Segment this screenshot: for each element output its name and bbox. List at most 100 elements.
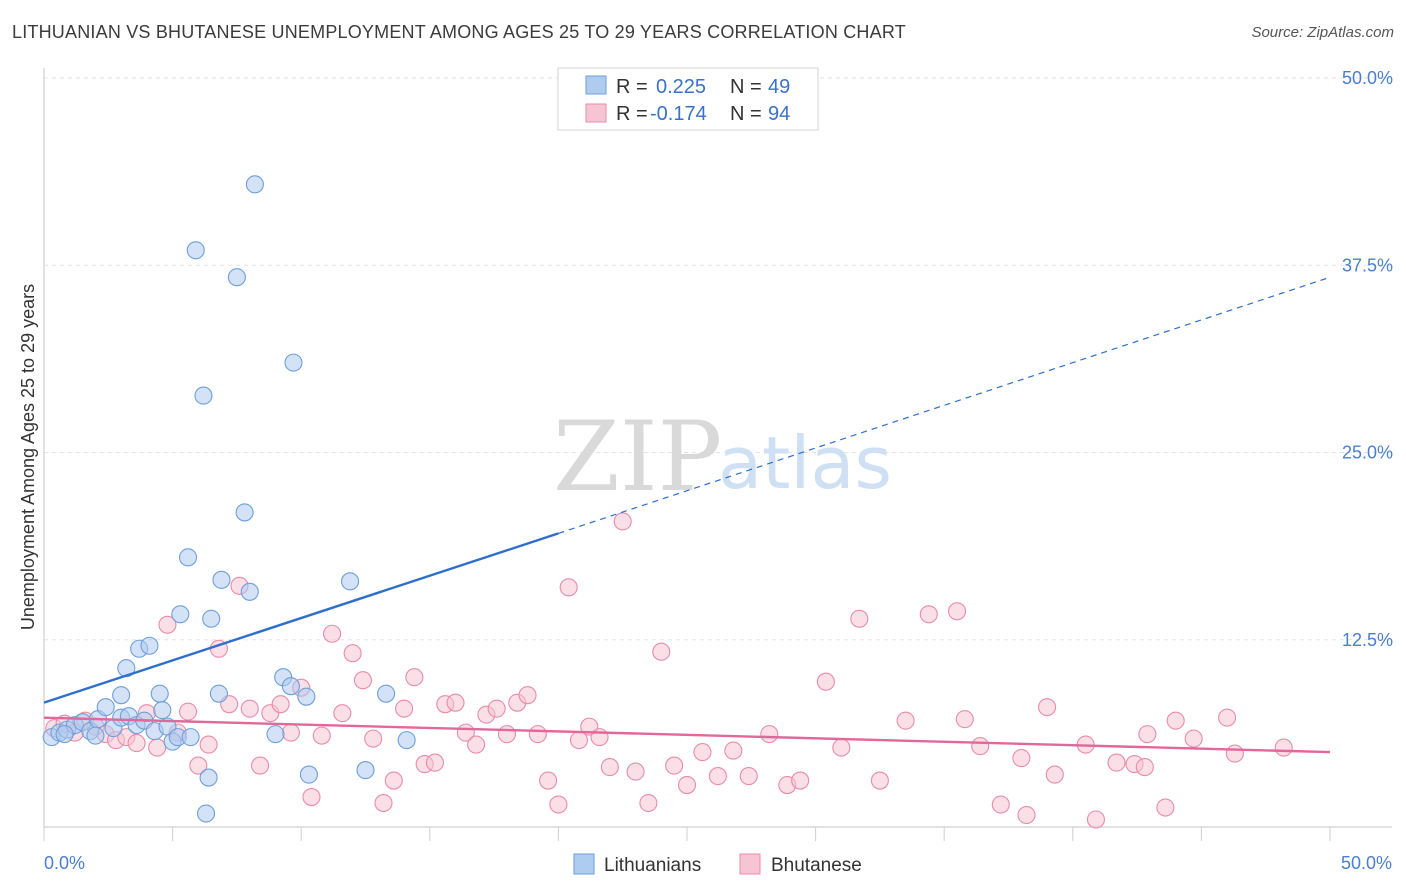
point-bhutanese-63: [724, 741, 743, 760]
watermark-zip: ZIP: [553, 401, 722, 513]
point-bhutanese-43: [487, 699, 506, 718]
point-bhutanese-49: [549, 795, 568, 814]
point-bhutanese-91: [1218, 708, 1237, 727]
point-bhutanese-35: [405, 668, 424, 687]
legend-r-label-2: R =: [616, 103, 648, 125]
point-bhutanese-64: [739, 767, 758, 786]
legend-r-value-2: -0.174: [650, 103, 707, 125]
x-tick-label-1: 50.0%: [1341, 853, 1392, 873]
point-bhutanese-53: [590, 728, 609, 747]
point-bhutanese-60: [677, 776, 697, 795]
legend-n-value-2: 94: [768, 103, 790, 125]
point-bhutanese-74: [948, 602, 967, 621]
watermark: ZIP atlas: [553, 401, 892, 513]
x-tick-label-0: 0.0%: [44, 853, 85, 873]
point-lithuanians-33: [235, 503, 254, 522]
legend-n-label-2: N =: [730, 103, 762, 125]
point-bhutanese-37: [425, 753, 444, 772]
point-bhutanese-79: [1017, 805, 1036, 825]
trend-line-lithuanians: [43, 532, 559, 704]
chart-title: LITHUANIAN VS BHUTANESE UNEMPLOYMENT AMO…: [12, 22, 906, 42]
point-lithuanians-36: [266, 725, 285, 744]
point-bhutanese-27: [323, 624, 342, 643]
point-lithuanians-46: [196, 804, 216, 823]
trend-line-lithuanians-extrapolated: [558, 276, 1331, 534]
point-bhutanese-22: [271, 695, 290, 714]
point-bhutanese-92: [1225, 744, 1244, 763]
point-lithuanians-32: [227, 268, 246, 287]
point-bhutanese-88: [1156, 798, 1175, 817]
point-bhutanese-32: [374, 793, 393, 813]
point-lithuanians-27: [194, 386, 213, 405]
point-lithuanians-24: [178, 548, 198, 567]
point-lithuanians-31: [212, 570, 231, 589]
bottom-legend-swatch-lithuanians: [573, 853, 595, 875]
point-bhutanese-26: [312, 726, 331, 745]
point-bhutanese-47: [528, 725, 547, 744]
trend-lines: [43, 276, 1331, 754]
point-bhutanese-61: [693, 743, 712, 762]
point-bhutanese-48: [539, 771, 558, 790]
point-bhutanese-75: [955, 710, 974, 729]
point-lithuanians-48: [55, 725, 74, 744]
correlation-legend: R = 0.225 N = 49 R = -0.174 N = 94: [557, 67, 819, 131]
point-lithuanians-40: [297, 687, 316, 706]
point-bhutanese-25: [302, 787, 321, 807]
point-bhutanese-77: [991, 795, 1010, 814]
point-lithuanians-43: [356, 761, 375, 780]
bottom-legend-swatch-bhutanese: [739, 853, 761, 875]
point-bhutanese-54: [600, 758, 619, 777]
legend-swatch-lithuanians: [585, 75, 607, 95]
point-bhutanese-39: [446, 693, 465, 712]
point-lithuanians-45: [397, 731, 416, 750]
point-bhutanese-65: [760, 725, 779, 744]
point-bhutanese-10: [148, 738, 167, 757]
point-bhutanese-69: [832, 738, 851, 757]
point-bhutanese-41: [467, 735, 486, 754]
point-lithuanians-29: [202, 609, 221, 628]
point-lithuanians-39: [284, 353, 303, 372]
point-bhutanese-8: [127, 734, 146, 753]
point-lithuanians-26: [186, 241, 205, 260]
legend-r-value-1: 0.225: [656, 76, 706, 98]
point-bhutanese-19: [240, 699, 259, 718]
point-bhutanese-78: [1012, 749, 1031, 768]
point-bhutanese-15: [199, 735, 218, 754]
point-bhutanese-44: [497, 725, 517, 744]
point-bhutanese-58: [652, 642, 671, 661]
y-tick-label-2: 37.5%: [1342, 255, 1393, 275]
grid-lines: [44, 77, 1392, 641]
y-tick-label-3: 50.0%: [1342, 68, 1393, 88]
point-bhutanese-93: [1274, 738, 1293, 757]
legend-r-label-1: R =: [616, 76, 648, 98]
point-bhutanese-46: [518, 686, 537, 705]
point-bhutanese-84: [1107, 753, 1126, 772]
point-bhutanese-89: [1166, 711, 1185, 730]
point-lithuanians-30: [209, 684, 228, 703]
point-lithuanians-23: [171, 605, 190, 624]
point-lithuanians-7: [96, 698, 115, 717]
point-lithuanians-28: [199, 768, 218, 787]
bottom-legend-label-bhutanese: Bhutanese: [771, 855, 862, 876]
point-lithuanians-35: [245, 175, 264, 194]
legend-n-label-1: N =: [730, 76, 762, 98]
bottom-legend-label-lithuanians: Lithuanians: [604, 855, 701, 876]
point-bhutanese-13: [178, 702, 198, 721]
point-lithuanians-42: [341, 572, 360, 591]
point-bhutanese-34: [395, 699, 414, 718]
point-bhutanese-68: [816, 672, 835, 691]
point-bhutanese-73: [919, 605, 938, 624]
axis-ticks: 12.5% 25.0% 37.5% 50.0% 0.0% 50.0%: [43, 68, 1393, 873]
y-axis-label: Unemployment Among Ages 25 to 29 years: [18, 284, 38, 630]
point-bhutanese-57: [639, 793, 658, 813]
point-bhutanese-23: [281, 723, 300, 742]
point-bhutanese-28: [333, 704, 352, 723]
point-bhutanese-72: [896, 711, 915, 730]
point-lithuanians-47: [86, 726, 105, 745]
point-bhutanese-50: [559, 578, 578, 597]
point-bhutanese-67: [791, 771, 810, 790]
point-lithuanians-44: [377, 684, 396, 703]
point-bhutanese-31: [364, 729, 383, 748]
point-bhutanese-76: [971, 737, 990, 756]
point-bhutanese-14: [189, 756, 208, 775]
